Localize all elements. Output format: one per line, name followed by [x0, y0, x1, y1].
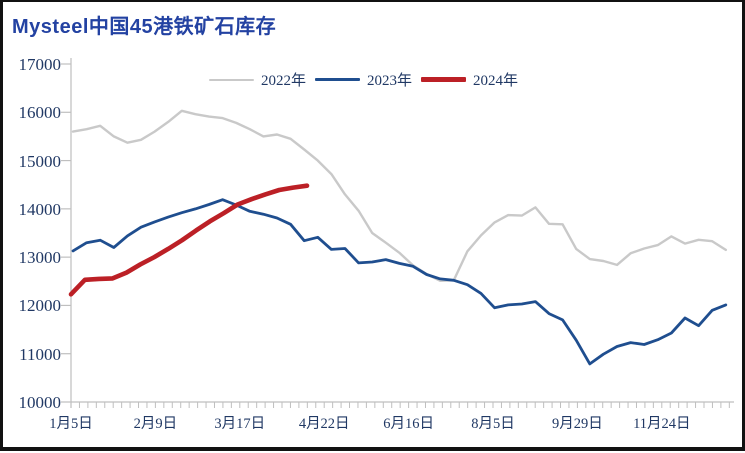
y-tick-label: 16000: [18, 103, 62, 123]
y-tick-label: 15000: [18, 151, 62, 171]
y-tick-label: 11000: [19, 344, 61, 364]
y-tick-label: 14000: [18, 199, 62, 219]
series-line-2022: [71, 109, 727, 282]
x-tick-label: 8月5日: [471, 416, 515, 432]
series-line-2024: [68, 183, 310, 297]
x-tick-label: 6月16日: [383, 416, 434, 432]
legend-line-2022: [209, 78, 254, 81]
y-tick-label: 10000: [18, 393, 62, 412]
legend-line-2024: [421, 77, 467, 82]
y-tick-label: 12000: [18, 296, 62, 316]
legend-item-2023: 2023年: [315, 69, 412, 90]
x-tick-label: 1月5日: [49, 416, 93, 432]
y-tick-label: 13000: [18, 248, 62, 268]
x-tick-label: 4月22日: [298, 416, 350, 432]
chart-title: Mysteel中国45港铁矿石库存: [12, 16, 277, 38]
legend-item-2024: 2024年: [421, 69, 518, 90]
x-tick-label: 3月17日: [214, 416, 266, 432]
plot-area: [61, 58, 734, 408]
legend-label-2022: 2022年: [261, 73, 307, 89]
x-tick-label: 11月24日: [633, 416, 691, 432]
x-tick-label: 9月29日: [552, 416, 603, 432]
y-tick-label: 17000: [18, 55, 62, 74]
series-line-2023: [71, 198, 728, 366]
legend-line-2023: [315, 78, 361, 81]
legend: 2022年 2023年 2024年: [209, 69, 518, 90]
legend-item-2022: 2022年: [209, 69, 306, 90]
x-tick-label: 2月9日: [133, 416, 178, 432]
legend-label-2024: 2024年: [473, 73, 519, 89]
legend-label-2023: 2023年: [367, 73, 413, 89]
